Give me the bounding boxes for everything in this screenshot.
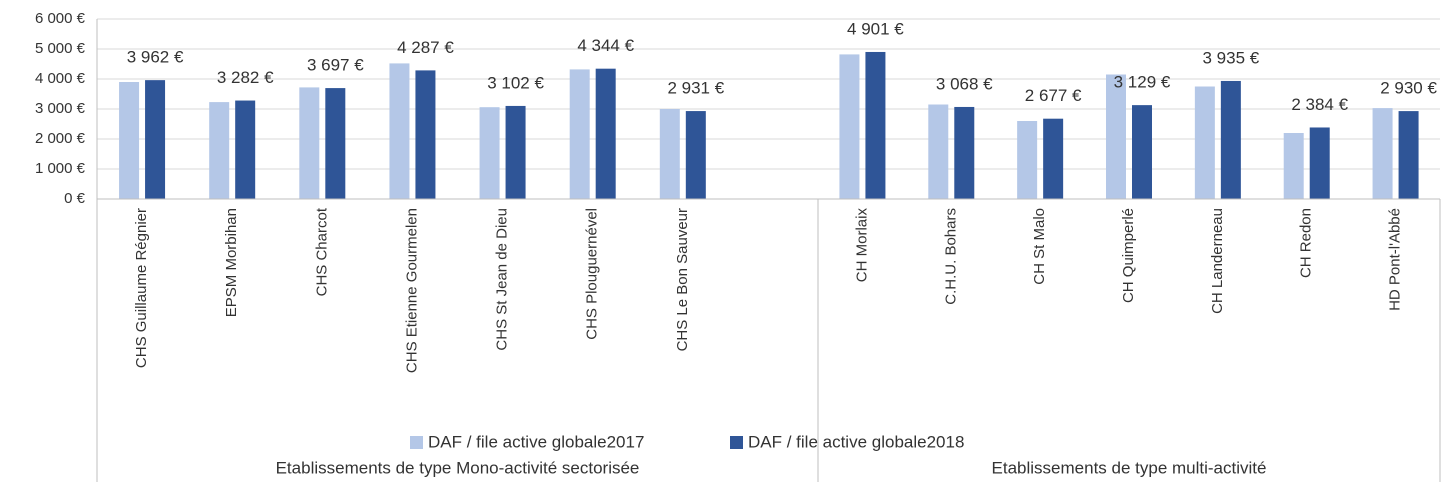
bar bbox=[1106, 74, 1126, 199]
data-label: 3 282 € bbox=[217, 68, 274, 87]
bar bbox=[954, 106, 975, 199]
x-tick-label: CH Redon bbox=[1298, 208, 1315, 278]
bar bbox=[1043, 118, 1064, 199]
group-label: Etablissements de type Mono-activité sec… bbox=[276, 458, 640, 477]
legend-swatch bbox=[730, 436, 743, 449]
bar bbox=[928, 104, 949, 199]
bar bbox=[1017, 121, 1038, 199]
x-tick-label: CHS Plouguernével bbox=[584, 208, 601, 340]
data-label: 2 930 € bbox=[1380, 79, 1437, 98]
data-label: 4 344 € bbox=[577, 36, 634, 55]
data-label: 3 962 € bbox=[127, 48, 184, 67]
data-label: 3 697 € bbox=[307, 56, 364, 75]
bar bbox=[1398, 111, 1419, 199]
bar bbox=[505, 105, 526, 199]
data-label: 2 931 € bbox=[667, 79, 724, 98]
y-tick-label: 0 € bbox=[64, 190, 86, 207]
bar bbox=[1372, 108, 1393, 199]
bar bbox=[595, 68, 616, 200]
x-tick-label: HD Pont-l'Abbé bbox=[1387, 208, 1404, 311]
bar bbox=[145, 80, 166, 199]
bar bbox=[325, 88, 346, 199]
y-tick-label: 6 000 € bbox=[35, 10, 86, 27]
x-tick-label: CHS Etienne Gourmelen bbox=[403, 208, 420, 373]
data-label: 4 287 € bbox=[397, 38, 454, 57]
y-tick-label: 5 000 € bbox=[35, 40, 86, 57]
bar bbox=[415, 70, 436, 199]
bar bbox=[1309, 127, 1330, 199]
bar bbox=[1132, 105, 1152, 199]
bar bbox=[1220, 80, 1241, 199]
x-tick-label: CH Landerneau bbox=[1209, 208, 1226, 314]
x-tick-label: CH St Malo bbox=[1031, 208, 1048, 285]
bar bbox=[209, 102, 230, 199]
bar bbox=[389, 63, 410, 200]
x-tick-label: C.H.U. Bohars bbox=[942, 208, 959, 305]
data-label: 3 102 € bbox=[487, 73, 544, 92]
bar bbox=[119, 82, 140, 199]
bar bbox=[299, 87, 320, 199]
data-label: 3 935 € bbox=[1202, 48, 1259, 67]
legend-label: DAF / file active globale2017 bbox=[428, 432, 644, 451]
data-label: 3 129 € bbox=[1114, 73, 1171, 92]
legend-swatch bbox=[410, 436, 423, 449]
x-tick-label: CH Morlaix bbox=[853, 208, 870, 283]
bar bbox=[1194, 86, 1215, 199]
bar bbox=[659, 109, 680, 199]
y-tick-label: 3 000 € bbox=[35, 100, 86, 117]
bar bbox=[569, 69, 590, 200]
bar bbox=[479, 107, 500, 199]
x-tick-label: CHS Charcot bbox=[313, 207, 330, 296]
bar bbox=[685, 111, 706, 199]
y-tick-label: 4 000 € bbox=[35, 70, 86, 87]
data-label: 2 384 € bbox=[1291, 95, 1348, 114]
data-label: 4 901 € bbox=[847, 19, 904, 38]
x-tick-label: EPSM Morbihan bbox=[223, 208, 240, 317]
bar bbox=[865, 51, 886, 199]
legend-label: DAF / file active globale2018 bbox=[748, 432, 964, 451]
bar bbox=[235, 100, 256, 199]
x-tick-label: CHS Guillaume Régnier bbox=[133, 208, 150, 368]
y-tick-label: 1 000 € bbox=[35, 160, 86, 177]
x-tick-label: CH Quimperlé bbox=[1120, 208, 1137, 303]
x-tick-label: CHS St Jean de Dieu bbox=[494, 208, 511, 351]
x-tick-label: CHS Le Bon Sauveur bbox=[674, 208, 691, 351]
y-tick-label: 2 000 € bbox=[35, 130, 86, 147]
group-label: Etablissements de type multi-activité bbox=[992, 458, 1267, 477]
data-label: 3 068 € bbox=[936, 74, 993, 93]
bar bbox=[1283, 133, 1304, 199]
data-label: 2 677 € bbox=[1025, 86, 1082, 105]
bar bbox=[839, 54, 860, 200]
